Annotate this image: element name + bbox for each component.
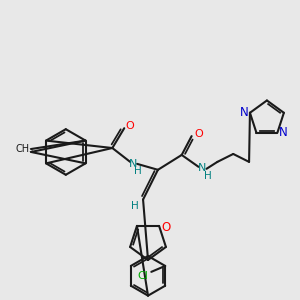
Text: O: O xyxy=(161,221,171,234)
Text: N: N xyxy=(279,126,288,139)
Text: O: O xyxy=(194,129,203,139)
Text: Cl: Cl xyxy=(137,271,148,281)
Text: N: N xyxy=(240,106,248,119)
Text: O: O xyxy=(126,121,135,131)
Text: H: H xyxy=(131,202,139,212)
Text: H: H xyxy=(204,171,211,181)
Text: CH₃: CH₃ xyxy=(15,144,33,154)
Text: N: N xyxy=(198,163,207,173)
Text: H: H xyxy=(134,166,142,176)
Text: N: N xyxy=(129,159,137,169)
